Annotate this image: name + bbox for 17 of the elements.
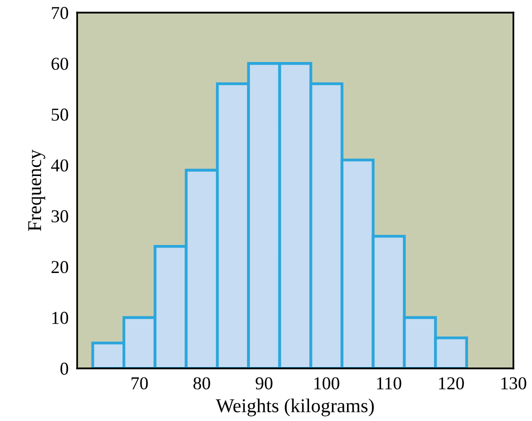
y-tick-label: 50 (52, 108, 68, 121)
x-tick-label: 70 (132, 377, 148, 390)
y-axis-title: Frequency (28, 150, 46, 231)
y-tick-label: 10 (52, 312, 68, 324)
y-tick-label: 0 (60, 362, 68, 375)
x-tick-label: 130 (501, 377, 526, 390)
x-tick-label: 90 (256, 377, 272, 390)
y-tick-label: 70 (52, 6, 68, 20)
x-tick-label: 120 (439, 377, 464, 390)
x-tick-label: 100 (314, 377, 340, 390)
y-tick-label: 30 (52, 210, 68, 222)
y-tick-label: 60 (52, 58, 68, 70)
y-tick-label: 40 (51, 159, 68, 172)
x-tick-label: 110 (377, 377, 402, 390)
x-axis-title: Weights (kilograms) (216, 398, 374, 416)
x-tick-label: 80 (193, 377, 210, 390)
y-tick-label: 20 (52, 260, 68, 274)
